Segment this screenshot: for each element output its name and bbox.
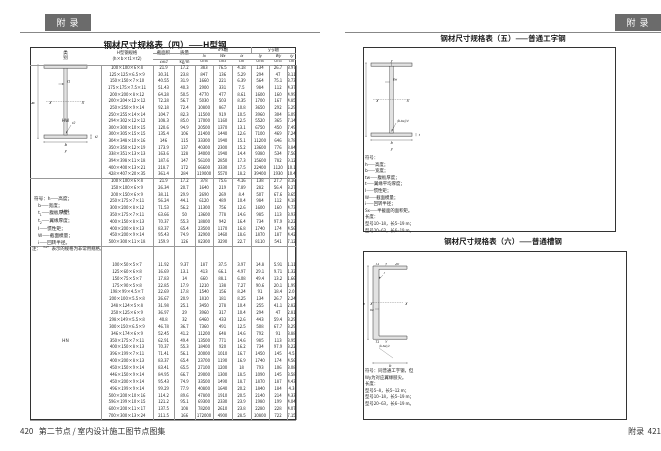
svg-text:T1: T1 (375, 339, 379, 344)
svg-text:h: h (363, 303, 367, 305)
svg-text:Z0: Z0 (395, 263, 400, 266)
svg-text:tw: tw (393, 76, 397, 81)
svg-text:X: X (405, 302, 408, 307)
svg-text:h: h (363, 100, 365, 102)
svg-text:X: X (376, 99, 379, 104)
svg-text:(b-tw)/2: (b-tw)/2 (379, 344, 390, 348)
svg-text:y: y (390, 147, 394, 152)
svg-text:t: t (419, 133, 421, 137)
svg-text:X: X (370, 302, 373, 307)
svg-text:tw: tw (370, 308, 374, 312)
svg-text:r: r (384, 271, 386, 275)
svg-text:(b-tw)/4: (b-tw)/4 (397, 119, 409, 123)
svg-text:Y: Y (385, 263, 388, 266)
svg-text:T1: T1 (375, 263, 379, 266)
svg-text:b: b (390, 141, 393, 146)
svg-text:X: X (407, 99, 410, 104)
